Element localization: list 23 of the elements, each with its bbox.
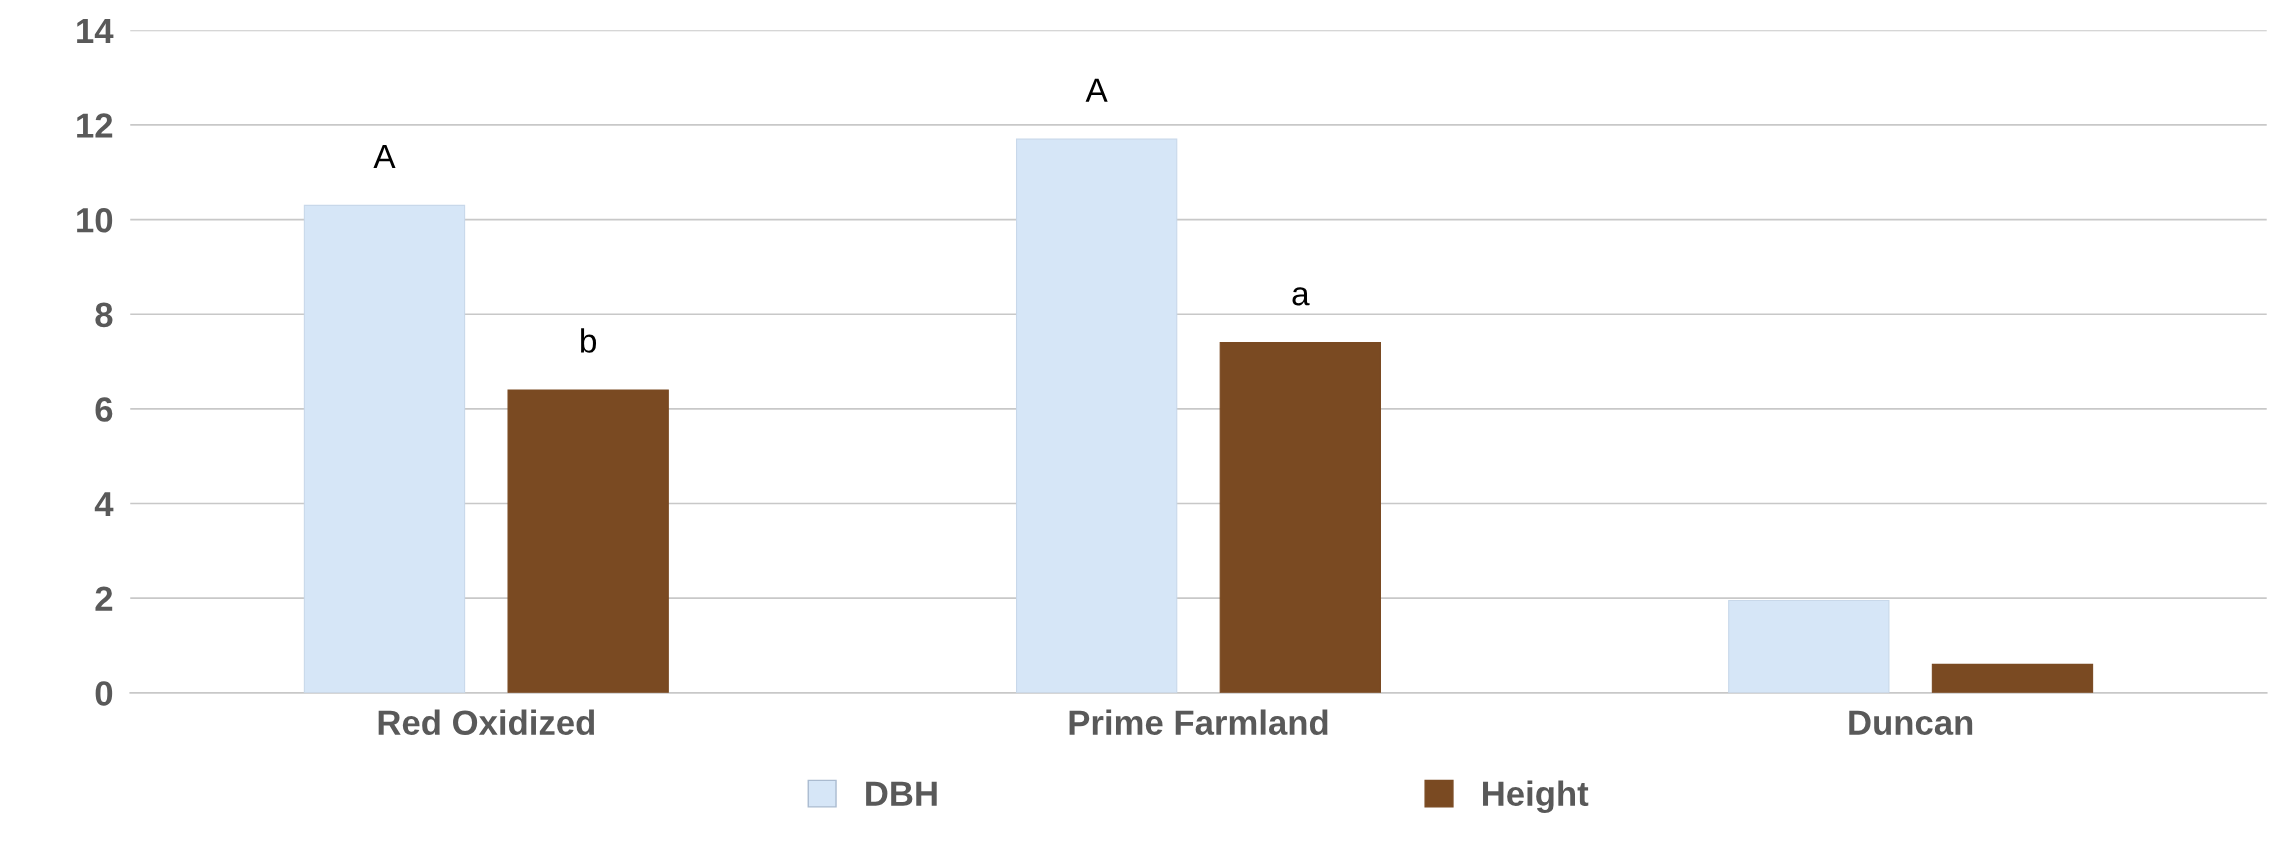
bar bbox=[1219, 342, 1381, 693]
y-tick-label: 4 bbox=[94, 492, 114, 517]
bar bbox=[1015, 138, 1178, 693]
y-tick-label: 2 bbox=[95, 586, 113, 611]
y-tick-label: 14 bbox=[77, 19, 114, 43]
legend-label: DBH bbox=[866, 781, 937, 806]
x-tick-label: Red Oxidized bbox=[378, 709, 595, 735]
legend-label: Height bbox=[1483, 780, 1589, 814]
y-tick-label: 10 bbox=[77, 207, 113, 233]
y-tick-label: 0 bbox=[95, 681, 113, 706]
x-tick-label: Prime Farmland bbox=[1069, 709, 1328, 735]
x-tick-label: Duncan bbox=[1849, 710, 1973, 735]
annotation: a bbox=[1292, 287, 1310, 306]
annotation: A bbox=[1085, 78, 1108, 102]
y-tick-label: 6 bbox=[95, 397, 113, 422]
bar bbox=[303, 204, 466, 693]
annotation: A bbox=[373, 144, 396, 168]
bar bbox=[507, 389, 669, 693]
y-tick-label: 8 bbox=[95, 302, 113, 328]
bar bbox=[1931, 663, 2094, 693]
bar bbox=[1728, 599, 1890, 693]
annotation: b bbox=[581, 328, 597, 353]
y-tick-label: 12 bbox=[77, 113, 113, 138]
